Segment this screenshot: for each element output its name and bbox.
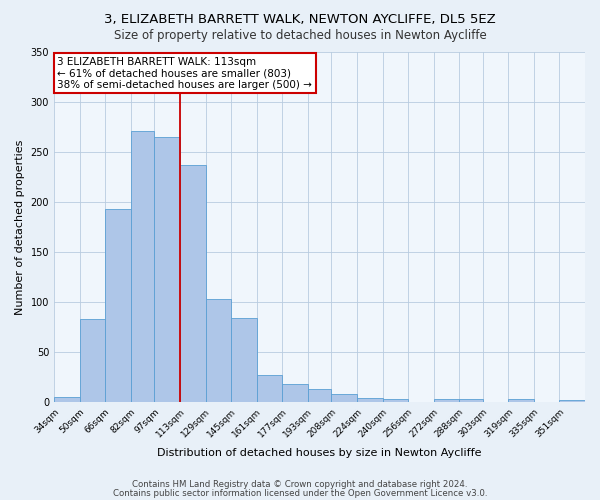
- Bar: [154, 136, 180, 402]
- Bar: [54, 397, 80, 402]
- Bar: [282, 384, 308, 402]
- Bar: [331, 394, 357, 402]
- Bar: [383, 399, 408, 402]
- Text: 3 ELIZABETH BARRETT WALK: 113sqm
← 61% of detached houses are smaller (803)
38% : 3 ELIZABETH BARRETT WALK: 113sqm ← 61% o…: [57, 56, 312, 90]
- Text: Size of property relative to detached houses in Newton Aycliffe: Size of property relative to detached ho…: [113, 29, 487, 42]
- Bar: [508, 399, 534, 402]
- Bar: [231, 318, 257, 402]
- X-axis label: Distribution of detached houses by size in Newton Aycliffe: Distribution of detached houses by size …: [157, 448, 482, 458]
- Bar: [357, 398, 383, 402]
- Bar: [206, 299, 231, 402]
- Y-axis label: Number of detached properties: Number of detached properties: [15, 139, 25, 314]
- Bar: [308, 389, 331, 402]
- Bar: [80, 319, 105, 402]
- Bar: [459, 399, 483, 402]
- Bar: [131, 130, 154, 402]
- Bar: [180, 164, 206, 402]
- Text: Contains HM Land Registry data © Crown copyright and database right 2024.: Contains HM Land Registry data © Crown c…: [132, 480, 468, 489]
- Text: Contains public sector information licensed under the Open Government Licence v3: Contains public sector information licen…: [113, 488, 487, 498]
- Text: 3, ELIZABETH BARRETT WALK, NEWTON AYCLIFFE, DL5 5EZ: 3, ELIZABETH BARRETT WALK, NEWTON AYCLIF…: [104, 12, 496, 26]
- Bar: [257, 375, 282, 402]
- Bar: [559, 400, 585, 402]
- Bar: [105, 209, 131, 402]
- Bar: [434, 399, 459, 402]
